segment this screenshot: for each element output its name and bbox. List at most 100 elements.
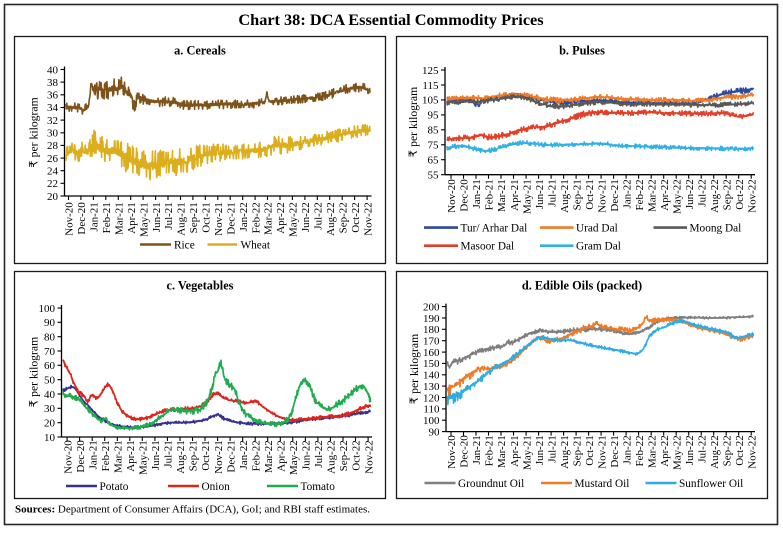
svg-text:Sep-21: Sep-21: [571, 435, 583, 466]
svg-text:Feb-21: Feb-21: [100, 440, 112, 471]
svg-text:Feb-21: Feb-21: [484, 435, 496, 466]
svg-text:Jul-22: Jul-22: [313, 202, 325, 230]
svg-text:Jul-21: Jul-21: [163, 202, 175, 230]
svg-text:Jun-21: Jun-21: [150, 440, 162, 470]
svg-text:Oct-21: Oct-21: [200, 440, 212, 471]
svg-text:90: 90: [44, 317, 56, 329]
svg-text:28: 28: [47, 140, 59, 152]
svg-text:₹ per kilogram: ₹ per kilogram: [408, 334, 421, 404]
svg-text:Apr-21: Apr-21: [509, 435, 521, 467]
svg-text:Nov-20: Nov-20: [446, 179, 458, 213]
svg-text:Sep-21: Sep-21: [188, 202, 200, 233]
svg-text:Jan-21: Jan-21: [471, 435, 483, 464]
svg-text:Moong Dal: Moong Dal: [690, 223, 742, 235]
svg-text:55: 55: [428, 170, 440, 182]
svg-text:Sep-22: Sep-22: [337, 202, 349, 233]
svg-text:Jun-22: Jun-22: [301, 440, 313, 470]
svg-text:Jul-22: Jul-22: [313, 440, 325, 468]
svg-text:30: 30: [44, 403, 56, 415]
svg-text:Dec-21: Dec-21: [609, 179, 621, 211]
svg-text:Gram Dal: Gram Dal: [576, 241, 621, 253]
svg-text:Jun-22: Jun-22: [684, 435, 696, 465]
svg-text:Aug-22: Aug-22: [326, 440, 338, 474]
svg-text:Aug-21: Aug-21: [176, 202, 188, 236]
svg-text:Aug-22: Aug-22: [325, 202, 337, 236]
svg-text:Rice: Rice: [174, 240, 195, 252]
svg-text:125: 125: [422, 65, 439, 77]
svg-text:Jun-22: Jun-22: [684, 179, 696, 209]
svg-text:Nov-21: Nov-21: [213, 202, 225, 236]
svg-text:60: 60: [44, 360, 56, 372]
svg-text:₹ per kilogram: ₹ per kilogram: [407, 87, 420, 157]
svg-text:Sep-21: Sep-21: [571, 179, 583, 210]
svg-text:80: 80: [44, 332, 56, 344]
svg-text:34: 34: [47, 102, 59, 114]
svg-text:110: 110: [423, 404, 440, 416]
svg-text:b. Pulses: b. Pulses: [559, 44, 605, 58]
svg-text:Jun-21: Jun-21: [151, 202, 163, 232]
svg-text:180: 180: [423, 324, 440, 336]
svg-text:Dec-20: Dec-20: [459, 435, 471, 468]
svg-text:Feb-22: Feb-22: [634, 179, 646, 210]
svg-text:160: 160: [423, 347, 440, 359]
svg-text:Mustard Oil: Mustard Oil: [575, 478, 630, 490]
svg-text:50: 50: [44, 375, 56, 387]
svg-text:Nov-20: Nov-20: [446, 435, 458, 469]
svg-text:100: 100: [39, 303, 56, 315]
svg-text:Feb-22: Feb-22: [250, 440, 262, 471]
svg-text:Chart 38: DCA Essential Commod: Chart 38: DCA Essential Commodity Prices: [238, 10, 543, 29]
svg-text:95: 95: [428, 110, 440, 122]
svg-text:40: 40: [44, 389, 56, 401]
svg-text:Sunflower Oil: Sunflower Oil: [679, 478, 743, 490]
svg-text:Jun-22: Jun-22: [300, 202, 312, 232]
svg-text:Aug-22: Aug-22: [709, 435, 721, 469]
svg-text:Feb-22: Feb-22: [250, 202, 262, 233]
svg-text:Mar-22: Mar-22: [646, 179, 658, 212]
svg-text:Apr-22: Apr-22: [275, 202, 287, 234]
svg-text:Oct-22: Oct-22: [350, 202, 362, 233]
svg-text:Sep-22: Sep-22: [721, 435, 733, 466]
svg-text:May-21: May-21: [138, 202, 150, 237]
svg-text:Potato: Potato: [100, 481, 129, 493]
svg-text:Jun-21: Jun-21: [534, 435, 546, 465]
svg-text:20: 20: [44, 418, 56, 430]
svg-text:10: 10: [44, 432, 56, 444]
svg-text:Jan-22: Jan-22: [238, 202, 250, 231]
svg-text:Sources: Department of Consume: Sources: Department of Consumer Affairs …: [15, 504, 370, 516]
svg-text:Feb-21: Feb-21: [101, 202, 113, 233]
svg-text:Oct-22: Oct-22: [351, 440, 363, 471]
svg-text:Dec-21: Dec-21: [225, 202, 237, 234]
svg-text:Dec-20: Dec-20: [459, 179, 471, 212]
svg-text:36: 36: [47, 90, 59, 102]
svg-text:Nov-22: Nov-22: [362, 202, 374, 236]
svg-text:Oct-22: Oct-22: [734, 435, 746, 466]
svg-text:Aug-21: Aug-21: [175, 440, 187, 474]
svg-text:75: 75: [428, 140, 440, 152]
svg-text:32: 32: [47, 115, 58, 127]
svg-text:Oct-22: Oct-22: [734, 179, 746, 210]
svg-text:70: 70: [44, 346, 56, 358]
svg-text:Sep-22: Sep-22: [721, 179, 733, 210]
svg-text:Jul-22: Jul-22: [696, 435, 708, 463]
svg-text:Jan-22: Jan-22: [621, 435, 633, 464]
svg-text:38: 38: [47, 77, 59, 89]
svg-text:30: 30: [47, 128, 59, 140]
svg-text:Apr-21: Apr-21: [125, 440, 137, 472]
svg-text:May-21: May-21: [521, 435, 533, 470]
svg-text:₹ per kilogram: ₹ per kilogram: [28, 97, 41, 167]
svg-text:c. Vegetables: c. Vegetables: [167, 279, 234, 293]
svg-text:22: 22: [47, 178, 58, 190]
svg-text:Urad Dal: Urad Dal: [576, 223, 618, 235]
svg-text:Tur/ Arhar Dal: Tur/ Arhar Dal: [461, 223, 528, 235]
svg-text:Oct-21: Oct-21: [584, 179, 596, 210]
svg-text:Nov-20: Nov-20: [64, 202, 76, 236]
svg-text:Jul-22: Jul-22: [696, 179, 708, 207]
svg-text:24: 24: [47, 166, 59, 178]
svg-text:₹ per kilogram: ₹ per kilogram: [28, 337, 41, 407]
svg-text:May-22: May-22: [671, 435, 683, 470]
svg-text:d. Edible Oils (packed): d. Edible Oils (packed): [522, 279, 642, 293]
svg-text:Nov-22: Nov-22: [746, 435, 758, 469]
svg-text:Jan-21: Jan-21: [87, 440, 99, 469]
svg-text:Mar-21: Mar-21: [113, 440, 125, 473]
svg-text:150: 150: [423, 358, 440, 370]
